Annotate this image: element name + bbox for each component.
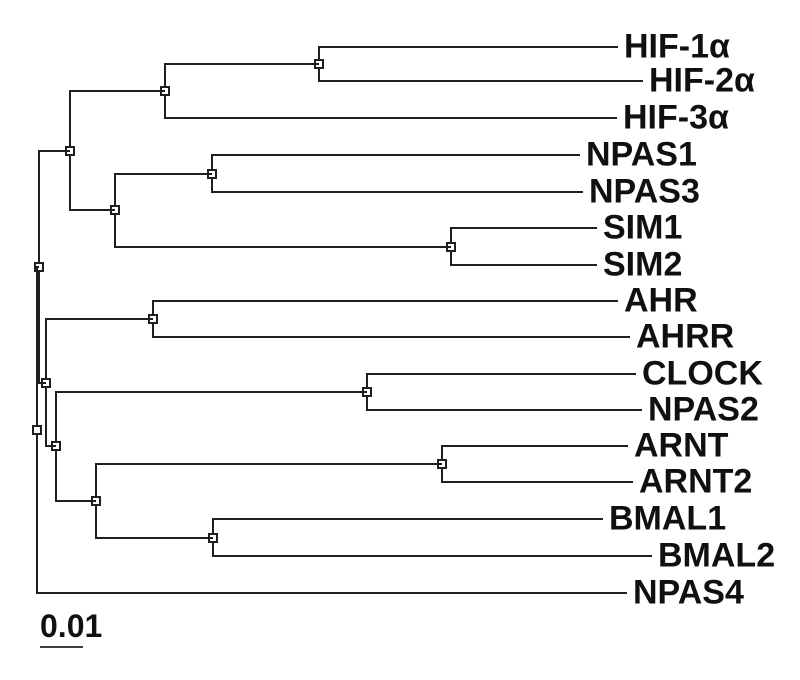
tree-branch-horizontal [319,46,618,48]
taxon-label: HIF-3α [623,98,729,137]
tree-branch-horizontal [153,300,618,302]
taxon-label: HIF-2α [649,61,755,100]
taxon-label: NPAS3 [589,172,700,211]
tree-branch-horizontal [37,592,627,594]
tree-branch-horizontal [367,409,642,411]
taxon-label: SIM1 [603,208,683,247]
tree-branch-horizontal [46,318,153,320]
tree-branch-horizontal [451,227,597,229]
scale-bar-label: 0.01 [40,608,103,644]
tree-branch-horizontal [153,336,630,338]
taxon-label: ARNT [634,426,729,465]
taxon-label: NPAS2 [648,390,759,429]
taxon-label: NPAS4 [633,573,744,612]
tree-branch-horizontal [451,264,597,266]
tree-branch-horizontal [367,373,636,375]
tree-branch-horizontal [165,63,319,65]
taxon-label: CLOCK [642,354,763,393]
internal-node-marker [32,424,42,435]
internal-node-marker [34,261,44,272]
tree-branch-horizontal [39,381,46,384]
taxon-label: HIF-1α [624,27,730,66]
tree-branch-horizontal [96,463,442,465]
tree-branch-horizontal [70,209,115,211]
tree-branch-horizontal [56,391,367,393]
tree-branch-horizontal [213,518,603,520]
tree-branch-horizontal [56,499,96,502]
tree-branch-horizontal [37,265,39,268]
tree-branch-horizontal [442,445,628,447]
taxon-label: AHRR [636,317,735,356]
tree-branch-horizontal [96,536,213,539]
tree-branch-horizontal [165,117,617,119]
tree-branch-horizontal [39,149,70,152]
tree-branch-horizontal [213,555,652,557]
tree-branch-horizontal [70,90,165,92]
taxon-label: AHR [624,281,698,320]
scale-bar-line [40,646,83,648]
tree-branch-horizontal [46,445,56,448]
taxon-label: NPAS1 [586,135,697,174]
tree-branch-horizontal [442,481,633,483]
taxon-label: BMAL2 [658,536,776,575]
taxon-label: BMAL1 [609,499,727,538]
taxon-label: SIM2 [603,245,683,284]
tree-branch-horizontal [115,172,212,175]
tree-branch-horizontal [319,80,643,82]
tree-branch-horizontal [115,245,451,248]
taxon-label: ARNT2 [639,462,753,501]
tree-branch-horizontal [212,191,583,193]
tree-branch-horizontal [212,154,580,156]
